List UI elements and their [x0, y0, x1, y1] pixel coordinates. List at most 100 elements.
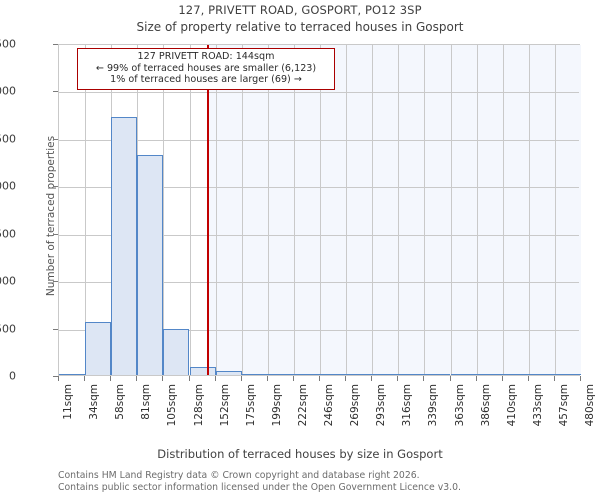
gridline-vertical	[398, 45, 400, 375]
annotation-line-smaller: ← 99% of terraced houses are smaller (6,…	[95, 62, 317, 74]
y-tick-label: 2000	[0, 179, 16, 193]
y-tick-label: 3500	[0, 37, 16, 51]
y-tick-label: 1000	[0, 274, 16, 288]
y-tick-mark	[53, 138, 58, 140]
property-size-marker-line	[206, 45, 209, 375]
gridline-vertical	[424, 45, 426, 375]
histogram-bar	[398, 374, 425, 375]
histogram-bar	[450, 374, 477, 375]
x-tick-mark	[110, 376, 112, 381]
gridline-vertical	[320, 45, 321, 375]
gridline-vertical	[215, 45, 217, 375]
gridline-vertical	[163, 45, 165, 375]
gridline-vertical	[476, 45, 478, 375]
property-annotation-box: 127 PRIVETT ROAD: 144sqm ← 99% of terrac…	[77, 48, 335, 91]
x-tick-label: 386sqm	[479, 384, 492, 427]
x-tick-label: 480sqm	[584, 384, 596, 427]
x-tick-label: 339sqm	[427, 384, 440, 427]
histogram-bar	[267, 373, 294, 375]
x-tick-label: 128sqm	[192, 384, 205, 427]
x-axis-title: Distribution of terraced houses by size …	[157, 447, 443, 461]
y-tick-mark	[53, 328, 58, 330]
upper-range-shading	[206, 45, 581, 375]
x-tick-mark	[319, 376, 320, 381]
x-tick-mark	[58, 376, 59, 381]
x-tick-label: 105sqm	[166, 384, 179, 427]
footer-line-2: Contains public sector information licen…	[58, 482, 461, 494]
y-tick-label: 500	[0, 322, 16, 336]
histogram-bar	[293, 373, 320, 375]
gridline-horizontal	[59, 329, 579, 331]
x-tick-mark	[371, 376, 373, 381]
x-tick-mark	[553, 376, 555, 381]
gridline-vertical	[267, 45, 269, 375]
y-tick-mark	[53, 91, 58, 93]
y-tick-label: 3000	[0, 84, 16, 98]
gridline-horizontal	[59, 234, 579, 236]
footer-line-1: Contains HM Land Registry data © Crown c…	[58, 470, 420, 481]
x-tick-mark	[449, 376, 451, 381]
x-tick-label: 58sqm	[114, 384, 127, 420]
x-tick-mark	[345, 376, 347, 381]
y-tick-mark	[53, 233, 58, 235]
gridline-vertical	[189, 45, 191, 375]
page-title: 127, PRIVETT ROAD, GOSPORT, PO12 3SP	[178, 3, 422, 17]
gridline-vertical	[293, 45, 295, 375]
y-tick-mark	[53, 44, 58, 45]
gridline-vertical	[528, 45, 530, 375]
x-tick-label: 293sqm	[375, 384, 388, 427]
histogram-bar	[163, 329, 190, 375]
y-tick-mark	[53, 376, 58, 377]
histogram-bar	[502, 374, 529, 375]
y-axis-title: Number of terraced properties	[45, 135, 57, 297]
gridline-vertical	[450, 45, 452, 375]
x-tick-mark	[527, 376, 529, 381]
histogram-bar	[85, 322, 112, 375]
y-tick-label: 2500	[0, 132, 16, 146]
gridline-vertical	[502, 45, 504, 375]
x-tick-mark	[266, 376, 268, 381]
gridline-vertical	[554, 45, 556, 375]
x-tick-label: 199sqm	[270, 384, 283, 427]
x-tick-mark	[136, 376, 138, 381]
x-tick-label: 152sqm	[218, 384, 231, 427]
histogram-bar	[346, 374, 373, 375]
x-tick-mark	[162, 376, 164, 381]
annotation-line-larger: 1% of terraced houses are larger (69) →	[110, 74, 302, 86]
gridline-horizontal	[59, 282, 579, 284]
histogram-bar	[59, 373, 86, 375]
histogram-bar	[137, 154, 164, 375]
x-tick-label: 457sqm	[557, 384, 570, 427]
gridline-horizontal	[59, 139, 579, 141]
gridline-vertical	[372, 45, 374, 375]
histogram-bar	[476, 374, 503, 375]
y-tick-mark	[53, 281, 58, 283]
y-tick-label: 0	[9, 369, 16, 383]
x-tick-label: 410sqm	[505, 384, 518, 427]
histogram-bar	[424, 374, 451, 375]
gridline-vertical	[241, 45, 243, 375]
gridline-horizontal	[59, 187, 579, 189]
x-tick-mark	[580, 376, 581, 381]
x-tick-mark	[188, 376, 190, 381]
chart-subtitle: Size of property relative to terraced ho…	[136, 20, 464, 34]
plot-area	[58, 44, 581, 376]
x-tick-label: 222sqm	[296, 384, 309, 427]
histogram-bar	[189, 366, 216, 375]
histogram-bar	[111, 117, 138, 375]
y-tick-label: 1500	[0, 227, 16, 241]
x-tick-label: 433sqm	[531, 384, 544, 427]
x-tick-label: 11sqm	[62, 384, 74, 420]
histogram-bar	[320, 373, 347, 375]
footer-attribution: Contains HM Land Registry data © Crown c…	[58, 470, 588, 495]
x-tick-label: 34sqm	[88, 384, 101, 420]
y-tick-mark	[53, 186, 58, 188]
x-tick-mark	[423, 376, 425, 381]
gridline-vertical	[85, 45, 87, 375]
histogram-bar	[241, 373, 268, 375]
x-tick-label: 316sqm	[401, 384, 414, 427]
x-tick-mark	[292, 376, 294, 381]
x-tick-label: 363sqm	[453, 384, 466, 427]
x-tick-mark	[475, 376, 477, 381]
